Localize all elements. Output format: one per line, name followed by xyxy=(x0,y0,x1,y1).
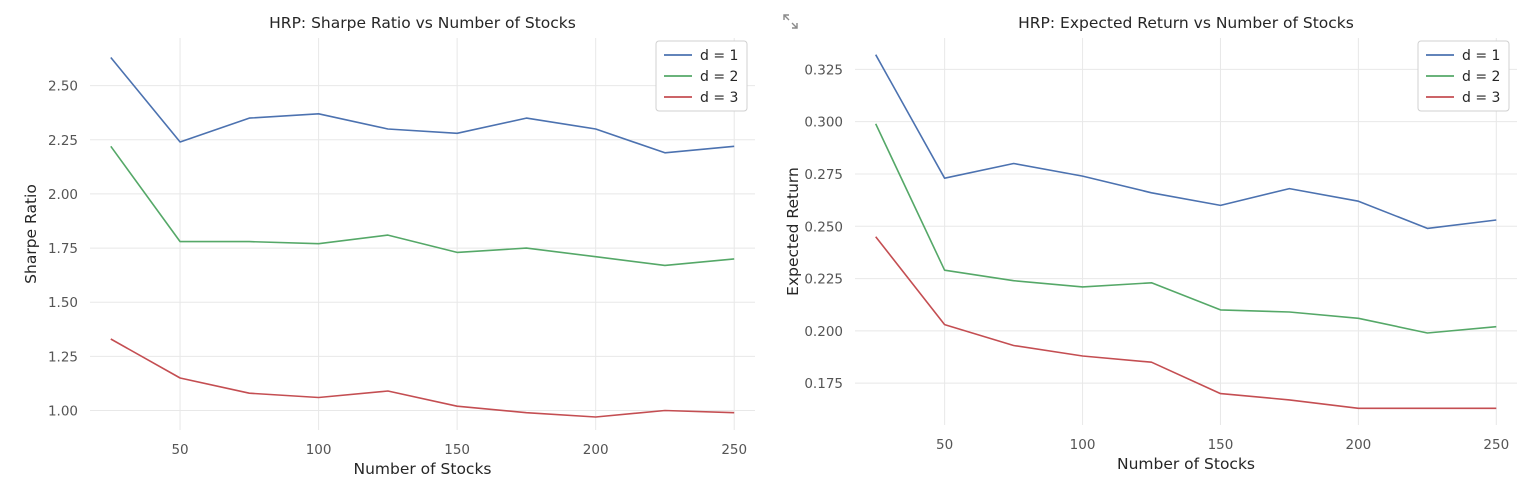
legend: d = 1 d = 2 d = 3 xyxy=(1417,40,1510,112)
y-tick-label: 0.325 xyxy=(804,62,843,78)
series-line-d1 xyxy=(875,54,1497,230)
y-tick-label: 2.00 xyxy=(48,187,78,203)
legend-entry: d = 1 xyxy=(1462,48,1500,64)
legend-box xyxy=(655,40,748,112)
y-tick-label: 0.300 xyxy=(804,115,843,131)
expected-return-chart: 50 100 150 200 250 0.175 0.200 0.225 0.250 0.275 0… xyxy=(784,14,1517,473)
sharpe-ratio-chart: 50 100 150 200 250 1.00 1.25 1.50 1.75 2.00 2.25 2.… xyxy=(22,14,755,478)
x-tick-label: 50 xyxy=(936,437,953,453)
y-tick-label: 1.00 xyxy=(48,404,78,420)
y-tick-label: 0.250 xyxy=(804,219,843,235)
legend-entry: d = 1 xyxy=(700,48,738,64)
y-tick-label: 0.175 xyxy=(804,376,843,392)
y-axis-label: Sharpe Ratio xyxy=(22,184,40,284)
chart-title: HRP: Sharpe Ratio vs Number of Stocks xyxy=(269,14,576,32)
y-tick-label: 2.25 xyxy=(48,133,78,149)
legend: d = 1 d = 2 d = 3 xyxy=(655,40,748,112)
x-axis-label: Number of Stocks xyxy=(1117,455,1255,473)
x-tick-label: 250 xyxy=(721,442,747,458)
x-tick-label: 50 xyxy=(171,442,188,458)
y-tick-label: 1.25 xyxy=(48,349,78,365)
x-axis-label: Number of Stocks xyxy=(353,460,491,478)
chart-title: HRP: Expected Return vs Number of Stocks xyxy=(1018,14,1354,32)
y-tick-label: 0.275 xyxy=(804,167,843,183)
legend-box xyxy=(1417,40,1510,112)
y-tick-label: 1.75 xyxy=(48,241,78,257)
x-tick-label: 100 xyxy=(306,442,332,458)
series-line-d2 xyxy=(874,123,1497,334)
series-line-d1 xyxy=(110,56,735,154)
x-tick-label: 150 xyxy=(1208,437,1234,453)
y-tick-label: 2.50 xyxy=(48,79,78,95)
legend-entry: d = 3 xyxy=(700,90,738,106)
legend-entry: d = 2 xyxy=(700,69,738,85)
legend-entry: d = 3 xyxy=(1462,90,1500,106)
x-tick-label: 250 xyxy=(1483,437,1509,453)
y-tick-label: 0.225 xyxy=(804,272,843,288)
x-tick-label: 200 xyxy=(1346,437,1372,453)
y-axis-label: Expected Return xyxy=(784,167,802,296)
x-tick-label: 200 xyxy=(583,442,609,458)
x-tick-label: 100 xyxy=(1070,437,1096,453)
series-line-d2 xyxy=(110,145,735,267)
legend-entry: d = 2 xyxy=(1462,69,1500,85)
series-line-d3 xyxy=(875,236,1497,410)
y-tick-label: 1.50 xyxy=(48,295,78,311)
expand-icon[interactable] xyxy=(783,14,798,29)
y-tick-label: 0.200 xyxy=(804,324,843,340)
x-tick-label: 150 xyxy=(444,442,470,458)
series-line-d3 xyxy=(110,338,735,418)
